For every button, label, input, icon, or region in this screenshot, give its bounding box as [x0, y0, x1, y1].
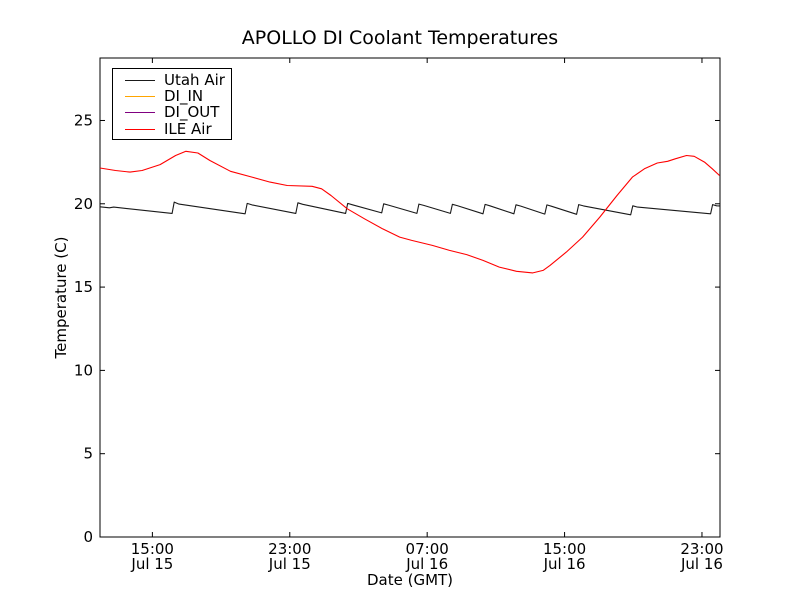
legend-line-sample — [125, 96, 155, 98]
x-tick-label-date: Jul 16 — [543, 555, 586, 573]
axes-spines — [99, 57, 721, 538]
series-line-utah-air — [99, 201, 720, 216]
x-tick-label-date: Jul 16 — [405, 555, 448, 573]
y-tick-label: 20 — [74, 195, 93, 213]
y-tick-label: 0 — [83, 528, 93, 546]
x-tick-label-time: 23:00 — [268, 540, 311, 558]
legend-item-ile-air: ILE Air — [113, 121, 231, 137]
y-tick-label: 5 — [83, 445, 93, 463]
series-line-ile-air — [99, 150, 720, 274]
legend-label: DI_OUT — [164, 103, 220, 122]
legend-item-utah-air: Utah Air — [113, 72, 231, 88]
x-tick-label-time: 23:00 — [680, 540, 723, 558]
legend-label: DI_IN — [164, 87, 204, 106]
legend-label: ILE Air — [164, 119, 212, 138]
y-tick-label: 25 — [74, 111, 93, 129]
legend-item-di-out: DI_OUT — [113, 105, 231, 121]
y-tick-label: 10 — [74, 361, 93, 379]
y-axis-label: Temperature (C) — [52, 237, 70, 360]
x-axis-label: Date (GMT) — [367, 571, 453, 589]
x-tick-label-time: 15:00 — [543, 540, 586, 558]
legend-item-di-in: DI_IN — [113, 88, 231, 104]
x-tick-label-date: Jul 15 — [268, 555, 311, 573]
legend-label: Utah Air — [164, 70, 225, 89]
legend-line-sample — [125, 79, 155, 81]
chart-title: APOLLO DI Coolant Temperatures — [241, 27, 559, 49]
legend-line-sample — [125, 128, 155, 130]
legend: Utah Air DI_IN DI_OUT ILE Air — [112, 68, 232, 140]
y-tick-label: 15 — [74, 278, 93, 296]
legend-line-sample — [125, 112, 155, 114]
x-tick-label-time: 07:00 — [406, 540, 449, 558]
x-tick-label-time: 15:00 — [131, 540, 174, 558]
x-tick-label-date: Jul 16 — [680, 555, 723, 573]
x-tick-label-date: Jul 15 — [130, 555, 173, 573]
